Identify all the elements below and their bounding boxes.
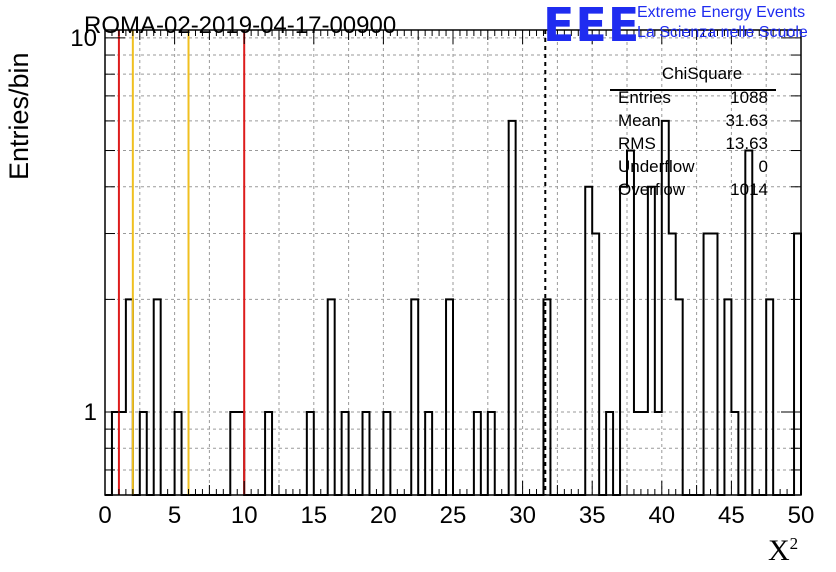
histogram-bin <box>154 299 161 495</box>
histogram-bin <box>724 299 731 495</box>
histogram-bin <box>237 412 244 495</box>
histogram-bin <box>474 412 481 495</box>
stats-key: Overflow <box>618 180 686 199</box>
histogram-bin <box>411 299 418 495</box>
stats-key: RMS <box>618 134 656 153</box>
x-axis-label: X2 <box>768 534 798 568</box>
histogram-bin <box>634 412 641 495</box>
x-tick-label: 0 <box>98 502 111 529</box>
stats-key: Entries <box>618 88 671 107</box>
histogram-bin <box>620 187 627 495</box>
histogram-bin <box>731 412 738 495</box>
histogram-bin <box>328 299 335 495</box>
x-tick-label: 5 <box>168 502 181 529</box>
histogram-bin <box>112 412 119 495</box>
histogram-bin <box>342 412 349 495</box>
stats-row: Mean 31.63 <box>608 111 788 134</box>
histogram-bin <box>383 412 390 495</box>
stats-value: 1088 <box>730 88 768 107</box>
eee-logo: EEE <box>543 0 641 52</box>
x-tick-label: 10 <box>231 502 258 529</box>
x-tick-label: 40 <box>648 502 675 529</box>
histogram-bin <box>363 412 370 495</box>
stats-row: Entries 1088 <box>608 88 788 111</box>
x-tick-label: 35 <box>579 502 606 529</box>
x-axis-label-exponent: 2 <box>789 534 799 553</box>
stats-title: ChiSquare <box>661 64 743 83</box>
histogram-bin <box>446 299 453 495</box>
histogram-bin <box>711 234 718 495</box>
page-title: ROMA-02-2019-04-17-00900 <box>84 12 397 39</box>
histogram-bin <box>655 412 662 495</box>
logo-line-1: Extreme Energy Events <box>637 4 806 21</box>
histogram-bin <box>794 234 801 495</box>
histogram-bin <box>669 234 676 495</box>
stats-key: Underflow <box>618 157 695 176</box>
histogram-bin <box>126 299 133 495</box>
tick-labels: 0 5 10 15 20 25 30 35 40 45 50 1 10 <box>70 25 814 529</box>
x-tick-label: 30 <box>509 502 536 529</box>
histogram-bin <box>676 299 683 495</box>
x-tick-label: 45 <box>718 502 745 529</box>
histogram-bin <box>230 412 237 495</box>
stats-value: 13.63 <box>725 134 768 153</box>
histogram-bin <box>307 412 314 495</box>
stats-key: Mean <box>618 111 661 130</box>
histogram-bin <box>592 234 599 495</box>
axis-ticks <box>104 30 802 496</box>
stats-value: 0 <box>758 157 768 176</box>
histogram-bin <box>119 412 126 495</box>
histogram-bin <box>488 412 495 495</box>
stats-row: RMS 13.63 <box>608 134 788 157</box>
histogram-bin <box>265 412 272 495</box>
stats-row: Underflow 0 <box>608 157 788 180</box>
histogram-bin <box>648 187 655 495</box>
histogram-bin <box>585 187 592 495</box>
stats-box: ChiSquare Entries 1088 Mean 31.63 RMS 13.63… <box>608 64 788 203</box>
y-tick-label: 1 <box>84 399 97 426</box>
x-axis-label-symbol: X <box>768 534 790 567</box>
histogram-bin <box>606 412 613 495</box>
histogram-bin <box>140 412 147 495</box>
stats-value: 1014 <box>730 180 768 199</box>
histogram-bin <box>766 299 773 495</box>
x-tick-label: 50 <box>788 502 815 529</box>
y-axis-label: Entries/bin <box>4 52 34 180</box>
logo-line-2: La Scienza nelle Scuole <box>637 24 808 41</box>
histogram-bin <box>509 121 516 495</box>
histogram-bin <box>704 234 711 495</box>
marker-lines <box>117 30 547 495</box>
x-tick-label: 25 <box>440 502 467 529</box>
x-tick-label: 15 <box>300 502 327 529</box>
histogram-bin <box>425 412 432 495</box>
stats-row: Overflow 1014 <box>608 180 788 203</box>
histogram-bin <box>641 412 648 495</box>
histogram-bin <box>175 412 182 495</box>
y-tick-label: 10 <box>70 25 97 52</box>
x-tick-label: 20 <box>370 502 397 529</box>
stats-divider <box>610 89 776 91</box>
stats-value: 31.63 <box>725 111 768 130</box>
